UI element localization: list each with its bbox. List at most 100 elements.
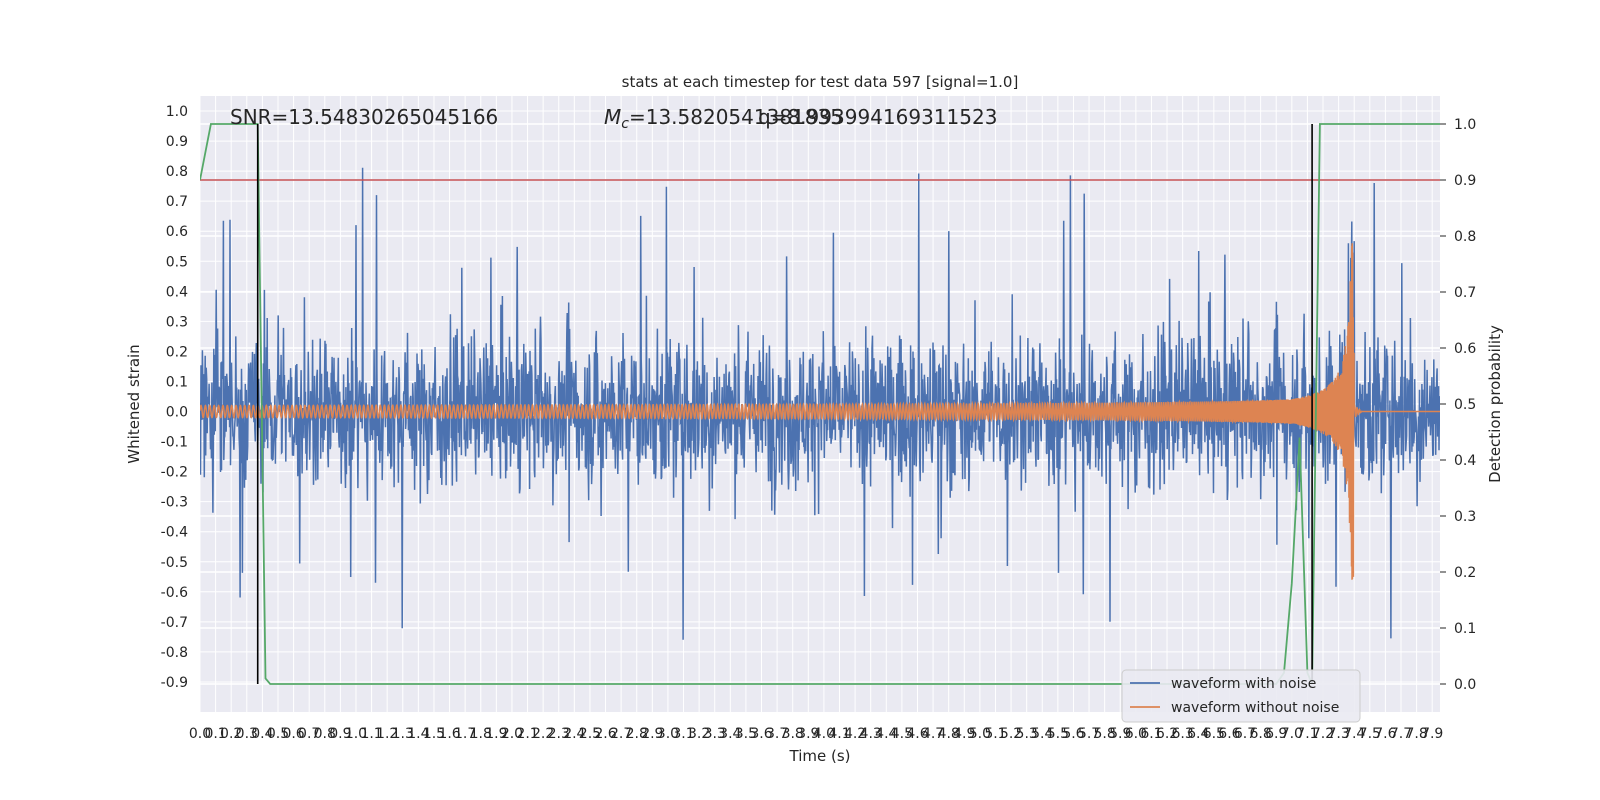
y-tick-label-left: -0.3 <box>161 495 188 511</box>
y-tick-label-left: 0.8 <box>166 164 188 180</box>
x-tick-label: 3.9 <box>797 726 819 742</box>
y-tick-label-left: -0.9 <box>161 675 188 691</box>
y-tick-label-left: -0.7 <box>161 615 188 631</box>
x-tick-label: 4.7 <box>922 726 944 742</box>
y-tick-label-left: 0.3 <box>166 314 188 330</box>
y-tick-label-right: 0.7 <box>1454 285 1476 301</box>
x-tick-label: 1.0 <box>345 726 367 742</box>
x-tick-label: 2.6 <box>594 726 616 742</box>
x-tick-label: 0.9 <box>329 726 351 742</box>
y-tick-label-left: -0.8 <box>161 645 188 661</box>
x-tick-label: 3.4 <box>719 726 741 742</box>
y-tick-label-left: -0.4 <box>161 525 188 541</box>
x-tick-label: 4.0 <box>813 726 835 742</box>
x-tick-label: 0.3 <box>236 726 258 742</box>
x-tick-label: 7.0 <box>1281 726 1303 742</box>
x-tick-label: 0.2 <box>220 726 242 742</box>
x-tick-label: 4.1 <box>828 726 850 742</box>
x-tick-label: 3.7 <box>766 726 788 742</box>
x-tick-label: 5.0 <box>969 726 991 742</box>
x-tick-label: 0.6 <box>282 726 304 742</box>
y-tick-label-right: 1.0 <box>1454 117 1476 133</box>
y-tick-label-right: 0.1 <box>1454 621 1476 637</box>
y-tick-label-right: 0.8 <box>1454 229 1476 245</box>
x-tick-label: 7.9 <box>1421 726 1443 742</box>
y-axis-label-left: Whitened strain <box>125 344 143 463</box>
mc-symbol: M <box>604 105 621 129</box>
x-tick-label: 6.6 <box>1218 726 1240 742</box>
x-tick-label: 6.5 <box>1203 726 1225 742</box>
series-waveform-without-noise <box>200 243 1440 580</box>
x-tick-label: 4.8 <box>938 726 960 742</box>
x-tick-label: 1.6 <box>438 726 460 742</box>
x-tick-label: 6.4 <box>1187 726 1209 742</box>
legend-label-clean: waveform without noise <box>1171 700 1339 716</box>
legend-label-noise: waveform with noise <box>1171 676 1316 692</box>
y-tick-label-left: -0.6 <box>161 585 188 601</box>
legend: waveform with noise waveform without noi… <box>1121 669 1361 723</box>
x-tick-label: 6.3 <box>1172 726 1194 742</box>
x-tick-label: 2.8 <box>626 726 648 742</box>
x-tick-label: 7.3 <box>1327 726 1349 742</box>
x-tick-label: 4.4 <box>875 726 897 742</box>
x-tick-label: 5.9 <box>1109 726 1131 742</box>
x-tick-label: 1.8 <box>470 726 492 742</box>
x-tick-label: 6.8 <box>1249 726 1271 742</box>
y-tick-label-right: 0.2 <box>1454 565 1476 581</box>
x-tick-label: 6.1 <box>1140 726 1162 742</box>
x-tick-label: 1.2 <box>376 726 398 742</box>
y-tick-label-left: -0.2 <box>161 465 188 481</box>
x-tick-label: 2.3 <box>548 726 570 742</box>
x-tick-label: 2.0 <box>501 726 523 742</box>
x-tick-label: 6.7 <box>1234 726 1256 742</box>
x-tick-label: 4.2 <box>844 726 866 742</box>
x-tick-label: 5.1 <box>984 726 1006 742</box>
x-tick-label: 4.6 <box>906 726 928 742</box>
y-tick-label-left: 0.4 <box>166 284 188 300</box>
x-tick-label: 6.0 <box>1125 726 1147 742</box>
x-tick-label: 2.2 <box>532 726 554 742</box>
x-tick-label: 5.2 <box>1000 726 1022 742</box>
y-tick-label-left: 0.1 <box>166 374 188 390</box>
mc-subscript: c <box>621 116 629 132</box>
x-tick-label: 4.9 <box>953 726 975 742</box>
x-tick-label: 1.7 <box>454 726 476 742</box>
y-tick-label-right: 0.6 <box>1454 341 1476 357</box>
x-tick-label: 3.0 <box>657 726 679 742</box>
x-tick-label: 7.8 <box>1405 726 1427 742</box>
q-symbol: q <box>758 105 771 129</box>
x-tick-label: 0.4 <box>251 726 273 742</box>
y-tick-label-left: 0.9 <box>166 134 188 150</box>
y-tick-label-right: 0.5 <box>1454 397 1476 413</box>
x-tick-label: 7.1 <box>1296 726 1318 742</box>
y-tick-label-left: 1.0 <box>166 104 188 120</box>
x-tick-label: 7.7 <box>1390 726 1412 742</box>
x-tick-label: 6.2 <box>1156 726 1178 742</box>
y-tick-label-right: 0.3 <box>1454 509 1476 525</box>
x-tick-label: 7.5 <box>1359 726 1381 742</box>
x-tick-label: 2.1 <box>516 726 538 742</box>
mc-value: =13.5820541381835 <box>629 105 843 129</box>
snr-annotation: SNR=13.54830265045166 <box>230 105 498 129</box>
y-tick-label-right: 0.4 <box>1454 453 1476 469</box>
y-axis-label-right: Detection probability <box>1486 325 1504 483</box>
x-tick-label: 2.4 <box>563 726 585 742</box>
x-tick-label: 6.9 <box>1265 726 1287 742</box>
x-tick-label: 0.5 <box>267 726 289 742</box>
x-tick-label: 3.2 <box>688 726 710 742</box>
x-tick-label: 1.3 <box>392 726 414 742</box>
y-tick-label-left: -0.5 <box>161 555 188 571</box>
x-tick-label: 3.3 <box>704 726 726 742</box>
y-tick-label-left: 0.2 <box>166 344 188 360</box>
x-tick-label: 5.8 <box>1094 726 1116 742</box>
q-value: =8.993994169311523 <box>771 105 998 129</box>
x-tick-label: 2.5 <box>579 726 601 742</box>
x-axis-label: Time (s) <box>789 747 851 765</box>
x-tick-label: 1.5 <box>423 726 445 742</box>
y-tick-label-left: 0.6 <box>166 224 188 240</box>
x-tick-label: 3.8 <box>782 726 804 742</box>
series-waveform-with-noise <box>200 167 1440 640</box>
y-tick-label-left: -0.1 <box>161 435 188 451</box>
x-tick-label: 5.5 <box>1047 726 1069 742</box>
